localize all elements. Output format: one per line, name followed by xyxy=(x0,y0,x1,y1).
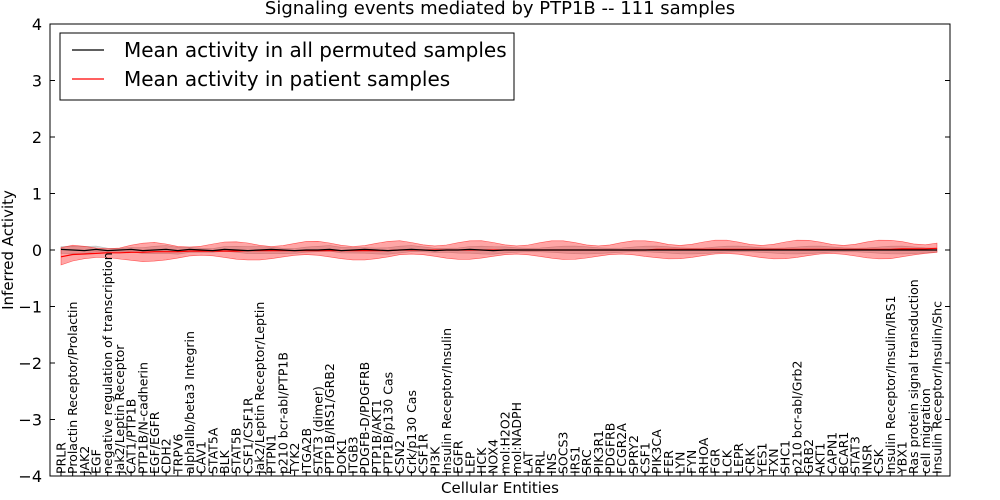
x-tick-label: PDGFB-D/PDGFRB xyxy=(357,362,372,474)
x-tick-label: mol:H2O2 xyxy=(497,411,512,474)
x-tick-label: RHOA xyxy=(696,437,711,474)
x-tick-label: ITGA2B xyxy=(299,428,314,474)
x-tick-label: TXN xyxy=(766,448,781,475)
x-tick-label: INS xyxy=(544,453,559,474)
legend-box xyxy=(59,32,515,101)
x-tick-label: SHC1 xyxy=(778,440,793,474)
x-tick-label: INSR xyxy=(859,444,874,474)
x-tick-label: EGF/EGFR xyxy=(147,411,162,474)
x-tick-label: PTP1B/AKT1 xyxy=(369,399,384,474)
x-tick-label: CAPN1 xyxy=(824,432,839,474)
x-tick-label: CAT1/PTP1B xyxy=(124,399,139,474)
x-tick-label: STAT3 (dimer) xyxy=(310,386,325,474)
y-tick-label: −3 xyxy=(18,411,42,430)
y-axis-label: Inferred Activity xyxy=(0,190,17,310)
y-tick-label: 0 xyxy=(32,241,42,260)
x-tick-label: STAT5B xyxy=(229,428,244,474)
x-tick-label: Jak2/Leptin Receptor/Leptin xyxy=(252,302,267,475)
band-patient xyxy=(60,239,938,266)
legend-label-patient: Mean activity in patient samples xyxy=(124,67,450,91)
x-tick-label: CSF1R xyxy=(416,433,431,474)
x-tick-label: PTP1B/IRS1/GRB2 xyxy=(322,363,337,474)
x-tick-label: CSF1/CSF1R xyxy=(240,397,255,474)
y-tick-label: 4 xyxy=(32,15,42,34)
x-tick-label: BCAR1 xyxy=(836,432,851,474)
x-tick-label: mol:NADPH xyxy=(509,402,524,474)
x-tick-label: Jak2/Leptin Receptor xyxy=(112,344,127,475)
x-tick-label: STAT3 xyxy=(848,436,863,474)
x-tick-label: PTP1B/p130 Cas xyxy=(381,372,396,474)
x-tick-label: Insulin Receptor/Insulin xyxy=(439,328,454,474)
x-tick-label: EGFR xyxy=(451,440,466,474)
series-line-permuted xyxy=(60,248,937,252)
y-tick-label: −4 xyxy=(18,467,42,486)
x-tick-label: PIK3R1 xyxy=(591,430,606,474)
x-tick-label: PTPN1 xyxy=(264,434,279,474)
x-tick-label: CSK xyxy=(871,448,886,474)
x-tick-label: HCK xyxy=(474,447,489,474)
x-tick-label: LEP xyxy=(462,451,477,474)
x-tick-label: alphaIIb/beta3 Integrin xyxy=(182,331,197,474)
x-tick-label: ITGB3 xyxy=(346,436,361,474)
x-tick-label: Prolactin Receptor/Prolactin xyxy=(65,302,80,474)
y-tick-label: −1 xyxy=(18,298,42,317)
x-tick-label: SPRY2 xyxy=(626,435,641,474)
x-tick-label: DOK1 xyxy=(334,438,349,474)
x-tick-label: p210 bcr-abl/PTP1B xyxy=(275,352,290,474)
x-tick-label: Crk/p130 Cas xyxy=(404,390,419,474)
x-tick-label: EGF xyxy=(89,449,104,474)
legend-label-permuted: Mean activity in all permuted samples xyxy=(124,38,507,62)
y-axis: −4 −3 −2 −1 0 1 2 3 4 xyxy=(18,15,950,486)
y-tick-label: −2 xyxy=(18,354,42,373)
x-tick-label: SOCS3 xyxy=(556,432,571,474)
x-tick-label: LAT xyxy=(521,451,536,474)
x-tick-label: GRB2 xyxy=(801,439,816,474)
x-tick-label: TRPV6 xyxy=(170,434,185,475)
x-tick-label: PIK3CA xyxy=(649,429,664,474)
x-tick-label: cell migration xyxy=(918,388,933,474)
chart-title: Signaling events mediated by PTP1B -- 11… xyxy=(265,0,735,19)
x-tick-label: JAK2 xyxy=(77,446,92,475)
x-tick-label: Insulin Receptor/Insulin/Shc xyxy=(930,301,945,474)
x-tick-label: LYN xyxy=(673,452,688,474)
x-tick-label: CDH2 xyxy=(159,438,174,474)
x-tick-label: CSN2 xyxy=(392,440,407,474)
x-tick-label: PRL xyxy=(532,451,547,474)
y-tick-label: 3 xyxy=(32,72,42,91)
x-tick-label: FYN xyxy=(684,450,699,474)
x-axis-label: Cellular Entities xyxy=(441,479,559,497)
x-tick-label: PRLR xyxy=(54,442,69,474)
x-tick-label: Ras protein signal transduction xyxy=(906,279,921,474)
x-tick-label: LCK xyxy=(719,449,734,474)
x-tick-label: YBX1 xyxy=(894,441,909,475)
x-tick-label: STAT5A xyxy=(205,427,220,474)
legend: Mean activity in all permuted samples Me… xyxy=(59,32,515,101)
x-tick-label: YES1 xyxy=(754,443,769,475)
x-tick-label: FCGR2A xyxy=(614,423,629,474)
x-tick-label: TYK2 xyxy=(287,443,302,475)
x-tick-label: CAV1 xyxy=(194,441,209,474)
x-tick-label: AKT1 xyxy=(813,443,828,474)
series-lines xyxy=(60,247,938,258)
x-tick-label: PTP1B/N-cadherin xyxy=(135,362,150,474)
x-tick-label: FER xyxy=(661,450,676,474)
x-tick-label: p210 bcr-abl/Grb2 xyxy=(789,361,804,474)
x-tick-label: NOX4 xyxy=(486,439,501,474)
x-tick-label: CRK xyxy=(743,448,758,474)
y-tick-label: 2 xyxy=(32,128,42,147)
x-tick-label: IRS1 xyxy=(567,446,582,474)
x-tick-label: CSF1 xyxy=(638,442,653,474)
x-tick-label: PI3K xyxy=(427,446,442,474)
x-tick-label: BLK xyxy=(217,449,232,474)
x-tick-label: FGR xyxy=(708,448,723,474)
x-tick-label: Insulin Receptor/Insulin/IRS1 xyxy=(883,296,898,474)
y-tick-label: 1 xyxy=(32,185,42,204)
x-tick-label: PDGFRB xyxy=(602,423,617,474)
x-tick-label: LEPR xyxy=(731,443,746,474)
x-tick-label: SRC xyxy=(579,449,594,474)
x-tick-label: negative regulation of transcription xyxy=(100,252,115,474)
